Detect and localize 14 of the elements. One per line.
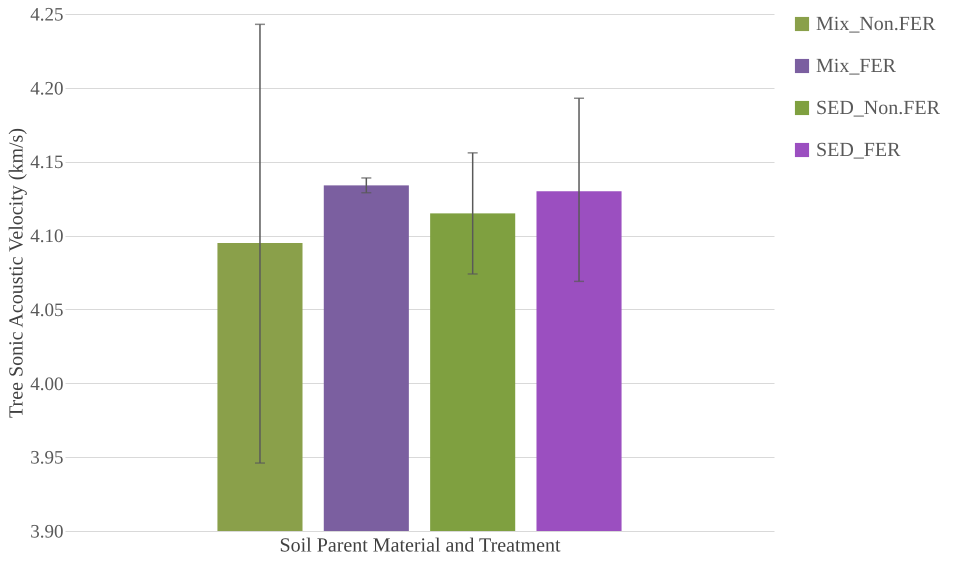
legend-label: SED_Non.FER [816,97,941,119]
y-tick-label: 4.00 [30,374,64,395]
y-axis-title: Tree Sonic Acoustic Velocity (km/s) [5,128,28,418]
y-tick-label: 4.15 [30,152,64,174]
legend-label: Mix_FER [816,55,897,77]
x-axis-title: Soil Parent Material and Treatment [279,534,561,556]
y-tick-label: 4.10 [30,226,64,248]
y-tick-label: 4.25 [30,4,64,26]
legend-label: Mix_Non.FER [816,13,936,35]
y-tick-label: 4.05 [30,300,64,321]
y-tick-label: 3.90 [30,522,64,542]
y-tick-label: 3.95 [30,448,64,469]
y-tick-label: 4.20 [30,78,64,100]
legend-label: SED_FER [816,139,902,161]
